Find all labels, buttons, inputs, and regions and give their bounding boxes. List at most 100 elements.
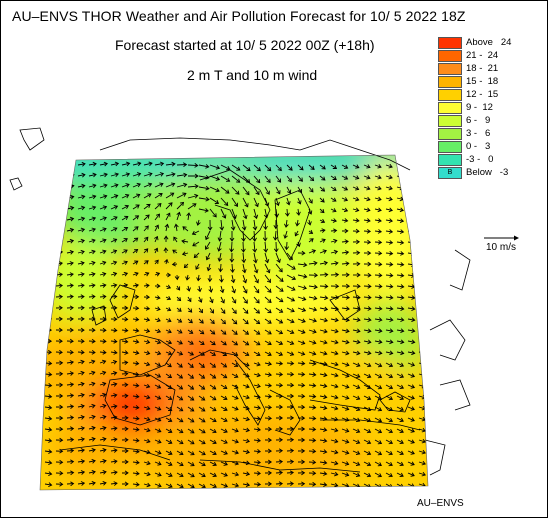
wind-arrow-head <box>49 174 52 178</box>
wind-arrow-head <box>400 175 404 179</box>
wind-arrow <box>45 241 51 242</box>
legend-swatch <box>438 50 462 62</box>
legend-swatch <box>438 102 462 114</box>
wind-arrow-head <box>48 251 51 255</box>
wind-arrow-head <box>422 230 425 234</box>
legend-swatch <box>438 37 462 49</box>
legend-swatch <box>438 63 462 75</box>
wind-arrow-head <box>48 317 51 321</box>
wind-arrow <box>408 165 414 167</box>
legend-row: Above 24 <box>438 37 546 50</box>
wind-arrow-head <box>48 262 51 266</box>
legend-label: 0 - 3 <box>466 141 548 153</box>
wind-arrow-head <box>48 240 51 244</box>
legend-swatch: B <box>438 167 462 179</box>
wind-arrow <box>67 164 74 165</box>
legend-swatch <box>438 115 462 127</box>
wind-arrow-head <box>48 306 51 310</box>
wind-arrow-head <box>422 285 425 289</box>
wind-arrow-head <box>422 296 425 300</box>
wind-arrow <box>177 165 186 166</box>
wind-arrow <box>45 286 51 287</box>
legend-label: 6 - 9 <box>466 115 548 127</box>
wind-arrow-head <box>422 186 425 190</box>
wind-arrow-head <box>59 206 62 210</box>
legend-label: Above 24 <box>466 37 548 49</box>
wind-arrow-head <box>411 175 414 179</box>
wind-arrow <box>419 264 426 265</box>
wind-arrow-head <box>59 228 62 232</box>
legend-row: 18 - 21 <box>438 63 546 76</box>
field-label: 2 m T and 10 m wind <box>187 67 317 83</box>
wind-arrow-head <box>422 274 425 278</box>
wind-arrow-head <box>422 197 425 201</box>
wind-arrow-head <box>60 184 63 188</box>
wind-arrow <box>56 175 63 176</box>
wind-arrow-head <box>59 217 62 221</box>
wind-arrow-head <box>422 307 425 311</box>
wind-arrow <box>408 187 414 189</box>
wind-arrow <box>408 176 414 178</box>
wind-arrow <box>56 186 63 187</box>
wind-arrow <box>408 198 414 200</box>
wind-arrow-head <box>48 217 51 221</box>
wind-arrow-head <box>48 273 51 277</box>
legend-swatch <box>438 128 462 140</box>
legend-swatch <box>438 141 462 153</box>
wind-arrow <box>45 219 52 220</box>
wind-arrow-head <box>59 239 62 243</box>
wind-arrow-head <box>422 208 425 212</box>
legend-label: 3 - 6 <box>466 128 548 140</box>
wind-arrow-head <box>411 241 414 245</box>
wind-arrow <box>231 242 232 252</box>
wind-arrow <box>419 286 426 287</box>
wind-arrow-head <box>60 173 63 177</box>
wind-arrow <box>56 208 63 209</box>
wind-arrow-head <box>60 163 63 167</box>
wind-arrow <box>419 319 426 320</box>
wind-arrow <box>419 308 426 309</box>
map-title: AU–ENVS THOR Weather and Air Pollution F… <box>12 8 466 24</box>
legend-swatch <box>438 76 462 88</box>
legend-row: 3 - 6 <box>438 128 546 141</box>
wind-arrow-head <box>422 362 425 366</box>
wind-arrow <box>45 274 51 275</box>
wind-arrow-head <box>411 197 414 201</box>
wind-arrow <box>419 297 426 298</box>
legend-row: 15 - 18 <box>438 76 546 89</box>
wind-arrow-head <box>422 329 425 333</box>
wind-arrow <box>419 209 425 210</box>
wind-arrow <box>45 164 52 165</box>
wind-arrow-head <box>422 263 425 267</box>
wind-arrow <box>45 252 51 253</box>
wind-arrow <box>419 330 426 331</box>
forecast-start: Forecast started at 10/ 5 2022 00Z (+18h… <box>115 37 375 53</box>
wind-arrow <box>408 231 414 232</box>
wind-arrow-head <box>411 230 414 234</box>
wind-arrow-head <box>411 252 414 256</box>
legend-row: 21 - 24 <box>438 50 546 63</box>
wind-arrow <box>408 209 414 210</box>
legend-row: -3 - 0 <box>438 154 546 167</box>
wind-arrow <box>243 242 244 252</box>
wind-arrow-head <box>411 219 414 223</box>
wind-arrow-head <box>422 351 425 355</box>
legend-label: 15 - 18 <box>466 76 548 88</box>
wind-arrow-head <box>422 318 425 322</box>
wind-arrow <box>419 176 425 178</box>
credit-label: AU–ENVS <box>417 498 464 509</box>
wind-arrow <box>56 241 62 242</box>
wind-arrow <box>419 231 425 232</box>
wind-arrow <box>419 341 426 342</box>
wind-arrow <box>419 187 425 189</box>
wind-scale-label: 10 m/s <box>486 242 516 253</box>
wind-arrow-head <box>422 175 425 179</box>
legend-swatch <box>438 89 462 101</box>
wind-arrow <box>419 242 426 243</box>
legend-label: -3 - 0 <box>466 154 548 166</box>
wind-arrow-head <box>422 164 425 168</box>
wind-arrow <box>67 175 74 176</box>
wind-arrow-head <box>48 284 51 288</box>
wind-arrow <box>188 165 198 166</box>
wind-arrow <box>56 230 62 231</box>
